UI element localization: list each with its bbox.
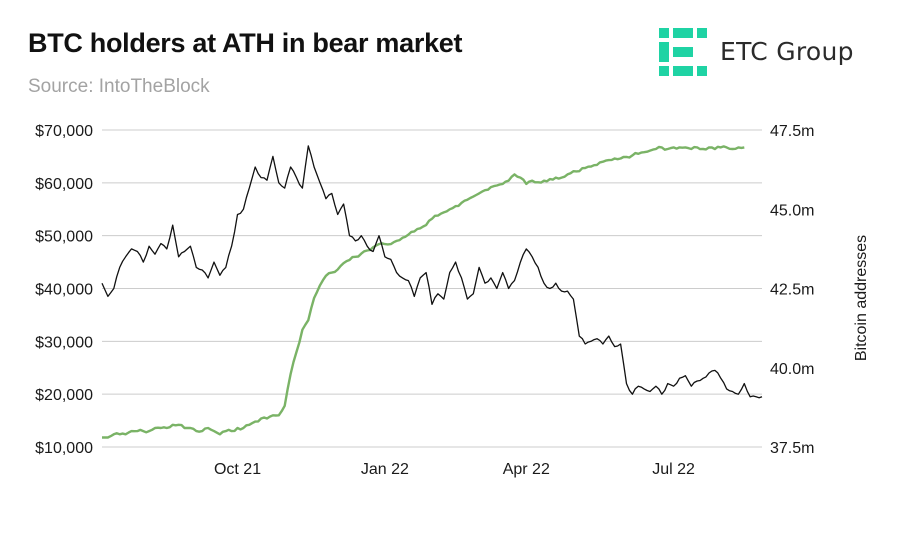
left-tick-label: $70,000 [35,123,93,140]
logo-text: ETC Group [720,37,854,66]
right-tick-label: 47.5m [770,123,814,140]
x-tick-label: Jan 22 [361,461,409,478]
right-tick-label: 45.0m [770,202,814,219]
holders-line [102,145,745,439]
chart-subtitle: Source: IntoTheBlock [28,76,210,97]
left-axis: $10,000 $20,000 $30,000 $40,000 $50,000 $60,0… [35,123,93,457]
right-tick-label: 40.0m [770,361,814,378]
x-tick-label: Jul 22 [652,461,695,478]
x-axis: Oct 21 Jan 22 Apr 22 Jul 22 [214,461,695,478]
right-tick-label: 37.5m [770,440,814,457]
left-tick-label: $30,000 [35,334,93,351]
right-axis: 37.5m 40.0m 42.5m 45.0m 47.5m [770,123,814,457]
left-tick-label: $60,000 [35,176,93,193]
x-tick-label: Apr 22 [503,461,550,478]
right-tick-label: 42.5m [770,282,814,299]
left-tick-label: $10,000 [35,440,93,457]
price-line [101,145,763,399]
left-tick-label: $20,000 [35,387,93,404]
right-axis-label: Bitcoin addresses [853,235,870,361]
etc-group-logo-icon [659,28,707,76]
left-tick-label: $50,000 [35,229,93,246]
left-tick-label: $40,000 [35,282,93,299]
grid-lines [102,129,762,448]
x-tick-label: Oct 21 [214,461,261,478]
brand-logo: ETC Group [659,28,879,76]
chart-title: BTC holders at ATH in bear market [28,28,463,58]
